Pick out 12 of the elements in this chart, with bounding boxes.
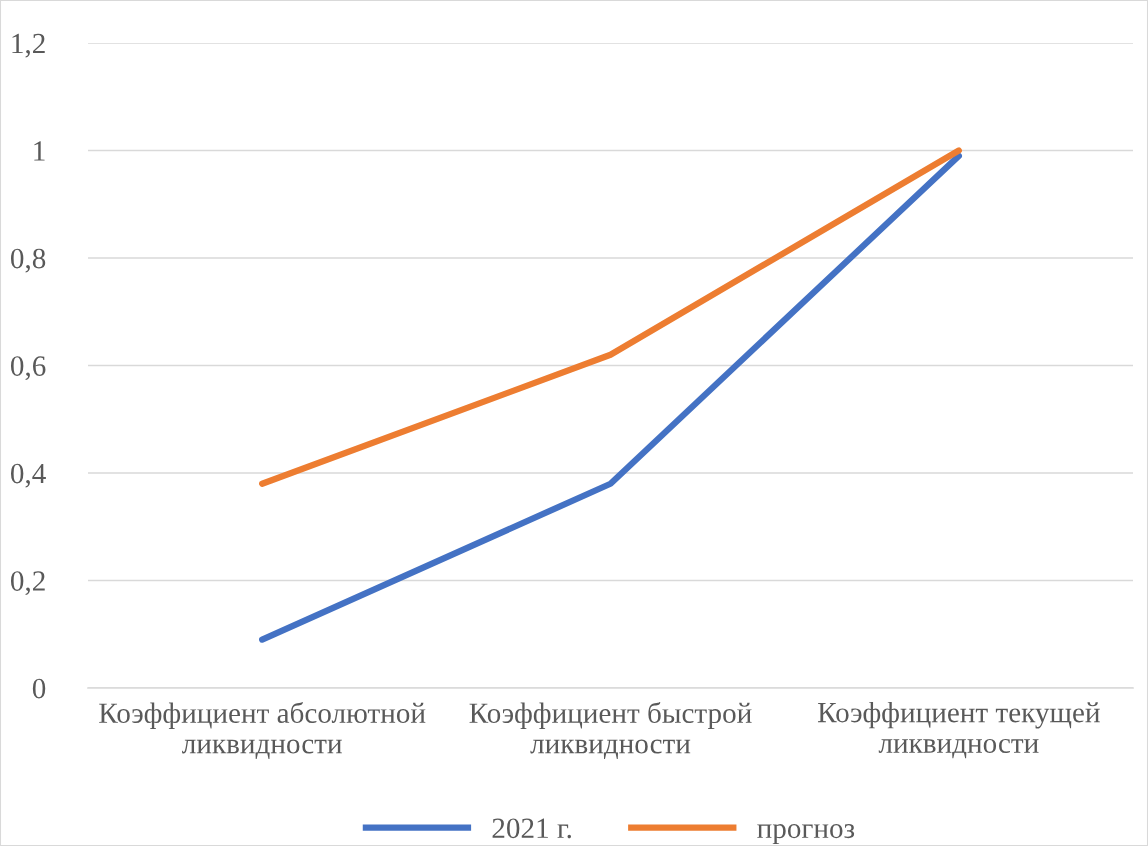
y-tick-label: 0	[32, 678, 46, 699]
x-tick-label: Коэффициент абсолютной ликвидности	[99, 701, 426, 759]
legend-label: 2021 г.	[492, 818, 571, 839]
x-tick-label: Коэффициент быстрой ликвидности	[469, 701, 752, 759]
y-tick-label: 0,8	[10, 248, 46, 273]
y-tick-label: 0,2	[10, 571, 45, 596]
y-tick-label: 1,2	[12, 33, 45, 58]
y-tick-label: 0,6	[10, 356, 46, 381]
legend-label: прогноз	[757, 824, 855, 845]
x-tick-label: Коэффициент текущей ликвидности	[817, 701, 1100, 759]
y-tick-label: 1	[34, 141, 45, 161]
y-tick-label: 0,4	[10, 463, 46, 488]
